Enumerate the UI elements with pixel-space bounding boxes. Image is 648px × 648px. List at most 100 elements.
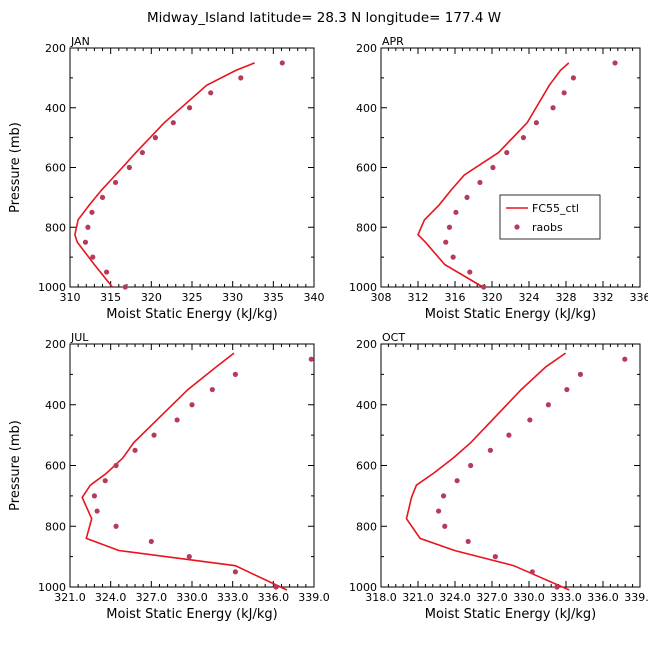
panel-jan-xlabel: Moist Static Energy (kJ/kg) xyxy=(106,307,277,322)
panel-jan-ytick-label: 200 xyxy=(45,42,66,55)
panel-apr-raobs-point xyxy=(612,60,618,66)
panel-oct-raobs-point xyxy=(435,508,442,514)
panel-oct-xtick-label: 318.0 xyxy=(365,591,397,604)
panel-apr-raobs-point xyxy=(453,209,459,215)
panel-jan-raobs-point xyxy=(279,60,285,66)
panel-jan-raobs-point xyxy=(208,90,214,96)
panel-apr-ytick-label: 600 xyxy=(356,162,377,175)
panel-apr-frame xyxy=(380,47,641,288)
panel-oct-ytick-label: 600 xyxy=(356,460,377,473)
panel-oct-raobs-point xyxy=(545,402,551,408)
panel-jul-raobs-point xyxy=(113,462,119,469)
panel-jul-raobs-point xyxy=(209,386,215,393)
figure-title: Midway_Island latitude= 28.3 N longitude… xyxy=(147,10,501,26)
panel-jan-raobs-point xyxy=(170,120,176,126)
panel-jan-ytick-label: 1000 xyxy=(38,281,66,294)
panel-apr-raobs-point xyxy=(561,90,567,96)
panel-jul-raobs-point xyxy=(148,538,154,545)
panel-apr: APR 308 312 316 320 324 328 332 336 200 400 600 800 1… xyxy=(349,35,648,322)
panel-jan-raobs-point xyxy=(139,149,145,156)
panel-oct-xlabel: Moist Static Energy (kJ/kg) xyxy=(425,607,596,622)
panel-jul-xtick-label: 330.0 xyxy=(176,591,208,604)
panel-jan-raobs-point xyxy=(112,179,119,186)
panel-jul-ylabel: Pressure (mb) xyxy=(8,420,23,511)
panel-oct-raobs-point xyxy=(529,569,535,575)
panel-jan-raobs-point xyxy=(104,269,110,275)
panel-jul-raobs-point xyxy=(186,554,192,560)
panel-oct-raobs-point xyxy=(442,523,448,529)
panel-apr-xtick-label: 324 xyxy=(519,291,540,304)
panel-oct-raobs-point xyxy=(487,447,493,453)
panel-jul-ytick-label: 200 xyxy=(45,338,66,351)
panel-jan-xtick-label: 340 xyxy=(304,291,325,304)
panel-jul-xtick-label: 327.0 xyxy=(136,591,168,604)
panel-apr-ytick-label: 1000 xyxy=(349,281,377,294)
panel-jul-raobs-point xyxy=(232,371,238,377)
panel-apr-xtick-label: 332 xyxy=(593,291,614,304)
panel-jan-raobs-point xyxy=(89,209,95,215)
panel-oct-ytick-label: 1000 xyxy=(349,581,377,594)
panel-jan-raobs-point xyxy=(126,164,132,171)
panel-oct-raobs-point xyxy=(440,493,447,499)
panel-jul-raobs-point xyxy=(273,584,279,590)
panel-jan-ylabel: Pressure (mb) xyxy=(8,122,23,213)
panel-jan-label: JAN xyxy=(70,35,90,48)
panel-jul-raobs-point xyxy=(151,432,157,438)
panel-oct-label: OCT xyxy=(382,331,405,344)
panel-oct-xtick-label: 324.0 xyxy=(439,591,471,604)
panel-oct-raobs-point xyxy=(468,462,474,469)
panel-jul-label: JUL xyxy=(70,331,89,344)
panel-oct-xtick-label: 327.0 xyxy=(476,591,508,604)
panel-jul-xtick-label: 339.0 xyxy=(298,591,330,604)
panel-jul-ytick-label: 600 xyxy=(45,460,66,473)
panel-oct-raobs-point xyxy=(622,356,628,362)
panel-jan-raobs-point xyxy=(99,194,106,200)
panel-apr-model-line xyxy=(417,62,570,288)
panel-jul-xtick-label: 333.0 xyxy=(217,591,249,604)
panel-jan-model-line xyxy=(74,62,255,288)
panel-jul-xtick-label: 336.0 xyxy=(258,591,290,604)
panel-jul-xtick-label: 324.0 xyxy=(95,591,127,604)
panel-jan-raobs-point xyxy=(90,254,96,260)
panel-jan-xtick-label: 315 xyxy=(100,291,121,304)
panel-oct-ytick-label: 400 xyxy=(356,399,377,412)
panel-jul-model-line xyxy=(81,352,288,591)
panel-apr-raobs-point xyxy=(467,269,473,275)
panel-jan-frame xyxy=(69,47,315,288)
panel-jan-raobs-point xyxy=(82,239,89,245)
panel-oct-raobs-point xyxy=(527,417,533,423)
panel-jul-raobs-point xyxy=(308,356,314,362)
panel-oct-ytick-label: 800 xyxy=(356,520,377,533)
panel-jul-raobs-point xyxy=(232,569,238,575)
panel-jan-raobs-point xyxy=(238,75,244,81)
panel-oct-xtick-label: 321.0 xyxy=(402,591,434,604)
panel-jul-xtick-label: 321.0 xyxy=(54,591,86,604)
panel-apr-raobs-point xyxy=(477,179,483,186)
panel-apr-ytick-label: 400 xyxy=(356,102,377,115)
panel-apr-xtick-label: 312 xyxy=(408,291,429,304)
legend-box xyxy=(499,194,601,240)
panel-apr-raobs-point xyxy=(550,105,556,111)
panel-jul-ytick-label: 800 xyxy=(45,520,66,533)
panel-jan-ytick-label: 400 xyxy=(45,102,66,115)
panel-apr-raobs-point xyxy=(533,120,540,126)
panel-apr-raobs-point xyxy=(504,149,510,156)
panels-group: JAN 310 315 320 325 330 335 340 200 400 600 800 1000… xyxy=(8,35,648,622)
panel-apr-xtick-label: 308 xyxy=(371,291,392,304)
panel-apr-raobs-point xyxy=(446,224,453,230)
panel-oct-raobs-point xyxy=(492,554,498,560)
panel-oct-raobs-point xyxy=(577,371,584,377)
panel-oct-ytick-label: 200 xyxy=(356,338,377,351)
panel-jul-raobs-point xyxy=(91,493,97,499)
panel-jul-raobs-point xyxy=(102,478,108,484)
panel-apr-raobs-point xyxy=(570,75,577,81)
panel-jul-raobs-point xyxy=(94,508,100,514)
panel-apr-ytick-label: 800 xyxy=(356,221,377,234)
panel-apr-raobs-point xyxy=(490,164,496,171)
panel-oct-raobs-point xyxy=(506,432,512,438)
panel-oct-raobs-point xyxy=(554,584,560,590)
panel-oct-raobs-point xyxy=(564,386,570,393)
panel-apr-label: APR xyxy=(382,35,404,48)
